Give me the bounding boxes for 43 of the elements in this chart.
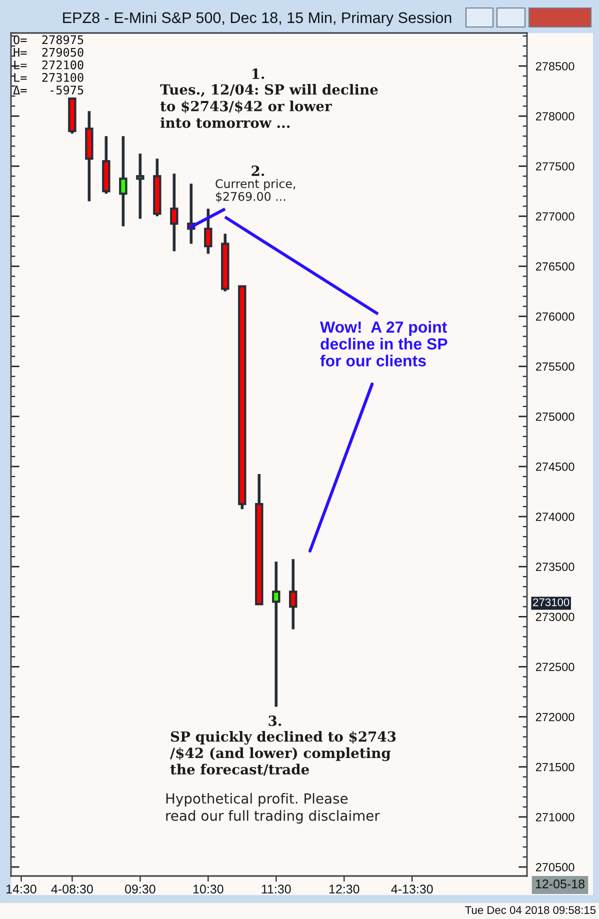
x-tick-label: 11:30	[262, 884, 291, 894]
candlestick	[136, 152, 144, 220]
y-tick-label: 271000	[536, 812, 574, 822]
y-tick-label: 275500	[536, 362, 574, 371]
annotation: Current price, $2769.00 ...	[216, 179, 296, 202]
y-tick-label: 274500	[536, 462, 574, 471]
y-tick-label: 277500	[536, 162, 574, 171]
chart-title: EPZ8 - E-Mini S&P 500, Dec 18, 15 Min, Primary Session	[63, 12, 452, 26]
y-tick-label: 272000	[536, 712, 574, 722]
candlestick	[289, 558, 298, 631]
x-tick-label: 09:30	[125, 884, 156, 894]
x-tick-label: 10:30	[193, 884, 224, 894]
y-tick-label: 278500	[536, 62, 574, 70]
y-tick-label: 274000	[536, 512, 574, 521]
annotation: Hypothetical profit. Please read our full trading disclaimer	[166, 793, 380, 824]
y-tick-label: 272500	[536, 662, 574, 672]
y-tick-label: 277000	[536, 212, 574, 221]
annotation: 1.	[252, 68, 264, 80]
candlestick	[119, 134, 128, 228]
annotation: 3.	[268, 716, 282, 726]
y-tick-label: 273500	[536, 562, 574, 572]
annotation: 2.	[252, 166, 264, 176]
x-tick-label: 4-13:30	[391, 884, 433, 894]
text: Tue Dec 04 2018 09:58:15	[465, 906, 596, 914]
text: 12-05-18	[536, 880, 584, 888]
annotation: O= 278975 H= 279050 L= 272100 L= 273100 Δ= -5975	[13, 35, 84, 94]
y-tick-label: 270500	[536, 863, 574, 872]
annotation: Wow! A 27 point decline in the SP for our clients	[320, 321, 448, 366]
y-tick-label: 271500	[536, 762, 574, 772]
candlestick	[204, 207, 212, 256]
y-tick-label: 276500	[536, 262, 574, 271]
x-tick-label: 14:30	[6, 884, 36, 894]
candlestick	[170, 172, 178, 253]
text: 273100	[533, 598, 570, 606]
y-tick-label: 276000	[536, 312, 574, 321]
annotation: Tues., 12/04: SP will decline to $2743/$42 or lower into tomorrow ...	[160, 84, 378, 128]
annotation: SP quickly declined to $2743 /$42 (and lower) completing the forecast/trade	[170, 731, 396, 776]
y-tick-label: 275000	[536, 412, 574, 421]
x-tick-label: 4-08:30	[51, 884, 93, 894]
candlestick	[272, 560, 280, 708]
y-tick-label: 273000	[536, 612, 574, 622]
x-tick-label: 12:30	[329, 884, 360, 894]
y-tick-label: 278000	[536, 112, 574, 120]
